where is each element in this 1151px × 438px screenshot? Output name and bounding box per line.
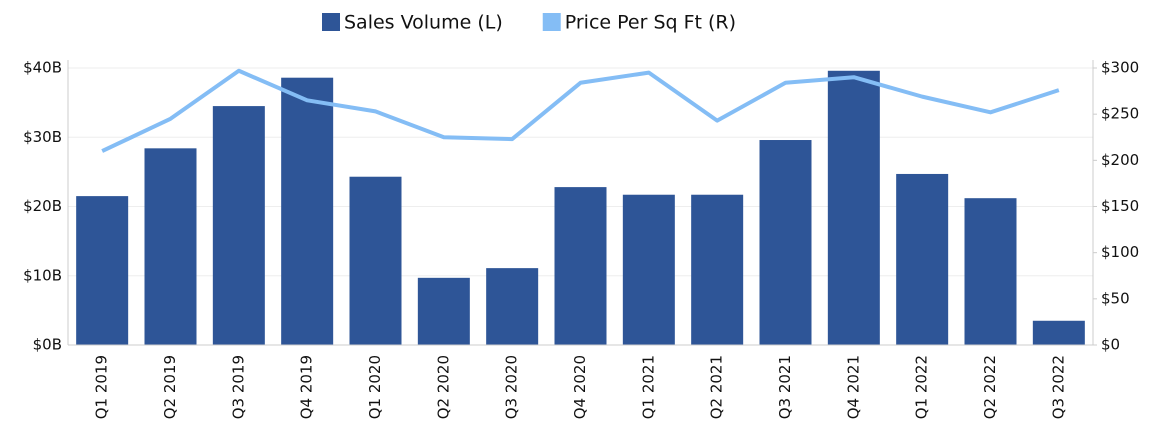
y-tick-label: $10B: [23, 266, 62, 284]
x-tick-label: Q2 2021: [708, 355, 726, 419]
legend: Sales Volume (L) Price Per Sq Ft (R): [322, 12, 736, 34]
x-tick-label: Q2 2022: [981, 355, 999, 419]
y2-tick-label: $150: [1101, 197, 1139, 215]
y-tick-label: $40B: [23, 59, 62, 77]
x-tick-label: Q4 2019: [298, 355, 316, 419]
x-tick-label: Q1 2021: [639, 355, 657, 419]
x-tick-label: Q3 2022: [1049, 355, 1067, 419]
x-tick-label: Q3 2019: [229, 355, 247, 419]
bar: [827, 70, 880, 346]
y2-tick-label: $200: [1101, 151, 1139, 169]
bar: [691, 194, 744, 345]
bar: [964, 198, 1017, 345]
y2-tick-label: $50: [1101, 289, 1130, 307]
bar: [212, 106, 265, 346]
bar: [76, 196, 129, 345]
x-tick-label: Q1 2022: [913, 355, 931, 419]
y2-tick-label: $0: [1101, 336, 1120, 354]
y-tick-label: $20B: [23, 197, 62, 215]
legend-swatch: [322, 13, 340, 31]
x-tick-label: Q1 2020: [366, 355, 384, 419]
x-tick-label: Q1 2019: [93, 355, 111, 419]
bar: [417, 277, 470, 345]
bar: [554, 187, 607, 345]
bar: [144, 148, 197, 345]
legend-swatch: [542, 13, 561, 31]
x-tick-label: Q2 2019: [161, 355, 179, 419]
bar: [281, 77, 334, 345]
x-tick-label: Q3 2020: [503, 355, 521, 419]
y-tick-label: $30B: [23, 128, 62, 146]
y-tick-label: $0B: [33, 336, 62, 354]
x-tick-label: Q4 2021: [844, 355, 862, 419]
bar: [896, 173, 949, 345]
y2-tick-label: $100: [1101, 243, 1139, 261]
bar: [622, 194, 675, 345]
bar: [759, 140, 812, 345]
legend-label: Price Per Sq Ft (R): [565, 12, 736, 34]
legend-label: Sales Volume (L): [344, 12, 503, 34]
x-tick-label: Q2 2020: [434, 355, 452, 419]
bar: [1032, 320, 1085, 345]
bar: [486, 268, 539, 345]
y2-tick-label: $300: [1101, 59, 1139, 77]
x-tick-label: Q3 2021: [776, 355, 794, 419]
line: [101, 68, 1060, 153]
bar: [349, 176, 402, 345]
y2-tick-label: $250: [1101, 105, 1139, 123]
x-tick-label: Q4 2020: [571, 355, 589, 419]
